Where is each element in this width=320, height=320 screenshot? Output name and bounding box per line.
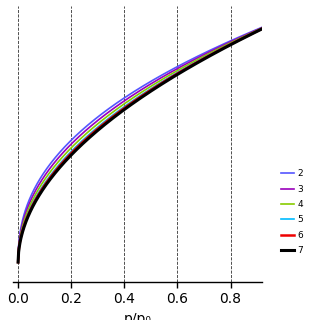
Legend: 2, 3, 4, 5, 6, 7: 2, 3, 4, 5, 6, 7: [281, 170, 303, 255]
X-axis label: p/p₀: p/p₀: [124, 312, 152, 320]
